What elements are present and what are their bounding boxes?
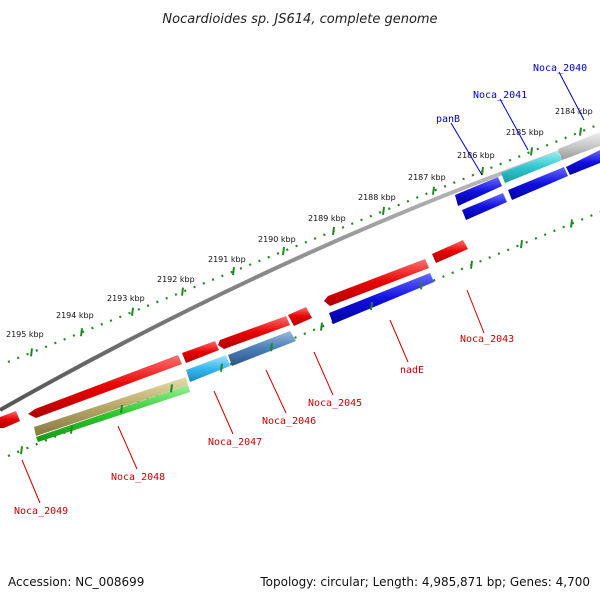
inner-major-tick: [20, 446, 23, 455]
kbp-label: 2191 kbp: [208, 255, 246, 264]
kbp-label: 2194 kbp: [56, 311, 94, 320]
gene-bar-tan[interactable]: [34, 377, 188, 436]
inner-major-tick: [320, 322, 323, 331]
accession-text: Accession: NC_008699: [8, 575, 144, 589]
kbp-major-tick: [232, 267, 235, 276]
kbp-label: 2187 kbp: [408, 173, 446, 182]
kbp-label: 2186 kbp: [457, 151, 495, 160]
gene-arrow-noca-2046[interactable]: [218, 316, 290, 349]
kbp-scale: 2184 kbp 2185 kbp 2186 kbp 2187 kbp 2188 kbp…: [6, 107, 593, 455]
reverse-genes: [34, 273, 434, 442]
gene-arrow-noca-2045[interactable]: [288, 307, 312, 326]
leader-noca-2048: [117, 425, 138, 470]
kbp-label: 2193 kbp: [107, 294, 145, 303]
forward-genes: [0, 240, 468, 428]
inner-major-tick: [570, 219, 573, 228]
top-gene-labels: Noca_2040 Noca_2041 panB: [436, 63, 587, 176]
kbp-major-tick: [131, 307, 134, 316]
gene-arrow-nade[interactable]: [324, 259, 429, 306]
leader-noca-2046: [265, 369, 287, 414]
inner-major-tick: [420, 281, 423, 290]
label-nade[interactable]: nadE: [400, 365, 424, 376]
inner-major-tick: [270, 343, 273, 352]
map-title: Nocardioides sp. JS614, complete genome: [162, 12, 437, 27]
kbp-label: 2195 kbp: [6, 330, 44, 339]
label-noca-2041[interactable]: Noca_2041: [473, 90, 527, 101]
kbp-label: 2188 kbp: [358, 193, 396, 202]
inner-tick-ring: [7, 210, 600, 458]
leader-noca-2045: [313, 351, 334, 396]
label-noca-2049[interactable]: Noca_2049: [14, 506, 68, 517]
label-noca-2045[interactable]: Noca_2045: [308, 398, 362, 409]
kbp-major-tick: [181, 287, 184, 296]
kbp-label: 2190 kbp: [258, 235, 296, 244]
inner-major-tick: [70, 425, 73, 434]
kbp-label: 2192 kbp: [157, 275, 195, 284]
gene-bar-steel[interactable]: [228, 331, 296, 366]
kbp-major-tick: [530, 147, 533, 156]
gene-arrow-noca-2040[interactable]: [558, 132, 600, 160]
kbp-label: 2185 kbp: [506, 128, 544, 137]
top-right-genes: [455, 132, 600, 220]
gene-arrow-noca-2048[interactable]: [28, 355, 182, 418]
leader-noca-2041: [499, 98, 529, 151]
gene-arrow-noca-2041[interactable]: [501, 151, 562, 183]
kbp-major-tick: [481, 166, 484, 176]
outer-tick-ring: [7, 122, 600, 364]
label-noca-2046[interactable]: Noca_2046: [262, 416, 316, 427]
leader-noca-2040: [558, 71, 585, 121]
label-noca-2040[interactable]: Noca_2040: [533, 63, 587, 74]
inner-major-tick: [470, 260, 473, 269]
gene-arrow-noca-2040-b[interactable]: [566, 150, 600, 175]
gene-arrow-noca-2041-b[interactable]: [508, 167, 568, 200]
label-noca-2043[interactable]: Noca_2043: [460, 334, 514, 345]
inner-major-tick: [220, 363, 223, 372]
gene-arrow-noca-2049[interactable]: [0, 411, 20, 428]
gene-arrow-panb-2[interactable]: [462, 193, 507, 220]
kbp-major-tick: [282, 246, 285, 256]
label-panb[interactable]: panB: [436, 114, 460, 125]
leader-noca-2047: [213, 390, 234, 435]
leader-noca-2049: [21, 459, 41, 504]
kbp-major-tick: [30, 348, 33, 357]
inner-major-tick: [170, 384, 173, 393]
kbp-label: 2189 kbp: [308, 214, 346, 223]
kbp-label: 2184 kbp: [555, 107, 593, 116]
inner-major-tick: [120, 404, 123, 414]
gene-arrow-noca-2047[interactable]: [182, 341, 219, 363]
inner-major-tick: [520, 240, 523, 249]
kbp-major-tick: [80, 328, 83, 337]
gene-arrow-noca-2043[interactable]: [432, 240, 468, 263]
inner-major-tick: [370, 301, 373, 311]
leader-noca-2043: [466, 289, 485, 334]
gene-bar-blue-nade[interactable]: [329, 273, 434, 324]
outer-minor-ticks: [7, 122, 600, 364]
label-noca-2047[interactable]: Noca_2047: [208, 437, 262, 448]
gene-bar-green[interactable]: [36, 385, 190, 442]
gene-bar-sky[interactable]: [186, 355, 230, 382]
kbp-major-tick: [432, 186, 435, 195]
leader-nade: [389, 319, 409, 363]
kbp-major-tick: [332, 226, 335, 236]
kbp-major-tick: [382, 206, 385, 215]
leader-panb: [450, 122, 483, 176]
topology-summary: Topology: circular; Length: 4,985,871 bp…: [259, 575, 590, 589]
kbp-major-tick: [579, 127, 582, 136]
label-noca-2048[interactable]: Noca_2048: [111, 472, 165, 483]
inner-minor-ticks: [7, 210, 600, 458]
bottom-gene-labels: Noca_2043 nadE Noca_2045 Noca_2046 Noca_…: [14, 289, 514, 517]
gene-arrow-panb[interactable]: [455, 177, 502, 206]
